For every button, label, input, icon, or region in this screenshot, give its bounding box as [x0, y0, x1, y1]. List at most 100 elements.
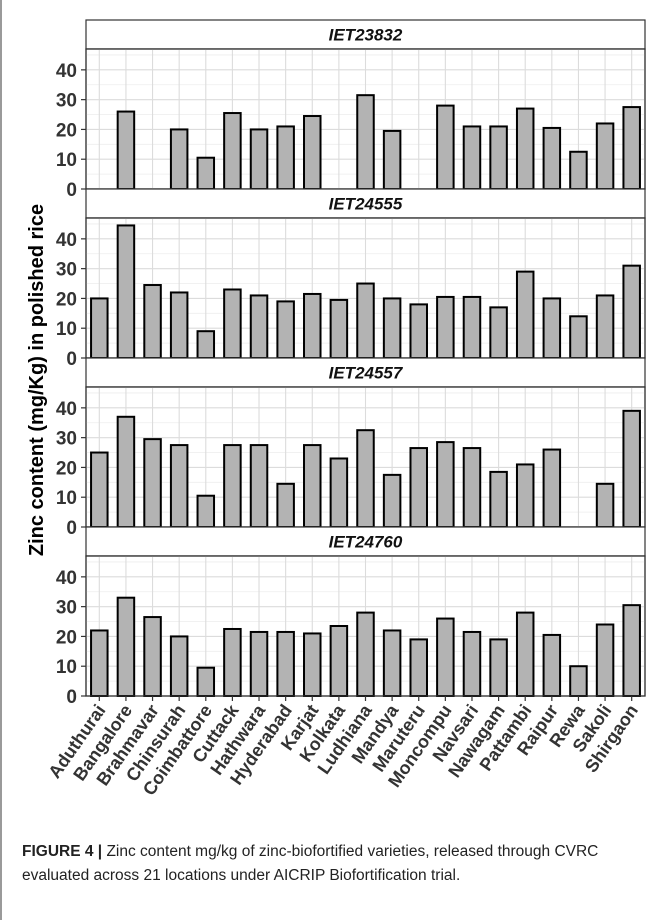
y-tick-label: 30	[56, 429, 77, 450]
y-tick-label: 40	[56, 230, 77, 251]
bar-chinsurah	[169, 128, 189, 191]
y-tick-label: 20	[56, 627, 77, 648]
bar-hyderabad	[276, 482, 295, 528]
bar-chinsurah	[169, 635, 189, 698]
bar-karjat	[303, 115, 322, 190]
y-tick-label: 40	[56, 61, 77, 82]
bar-rewa	[569, 665, 588, 698]
bar-raipur	[542, 297, 562, 360]
bar-sakoli	[595, 482, 615, 528]
bar-brahmavar	[143, 284, 162, 359]
bar-mandya	[382, 297, 402, 360]
caption-label: FIGURE 4 |	[22, 843, 103, 860]
bar-karjat	[303, 292, 322, 360]
bar-pattambi	[515, 611, 535, 698]
bar-maruteru	[409, 303, 428, 359]
bar-moncompu	[436, 617, 455, 697]
y-tick-label: 30	[56, 598, 77, 619]
panel-iet24555: IET24555 0 10 20 30 40	[56, 188, 646, 370]
bar-navsari	[462, 447, 482, 529]
y-tick-label: 10	[56, 657, 77, 678]
bar-kolkata	[329, 625, 349, 697]
bar-aduthurai	[90, 451, 109, 529]
bar-raipur	[542, 633, 562, 697]
panel-iet24557: IET24557 0 10 20 30 40	[56, 357, 646, 539]
bar-ludhiana	[356, 94, 375, 190]
bar-maruteru	[409, 638, 428, 697]
y-tick-label: 30	[56, 91, 77, 112]
bar-bangalore	[116, 415, 136, 528]
bar-rewa	[569, 315, 588, 360]
bar-moncompu	[436, 104, 455, 190]
bar-navsari	[462, 295, 482, 359]
bar-karjat	[303, 632, 322, 698]
bar-rewa	[569, 150, 588, 191]
bar-navsari	[462, 630, 482, 698]
bar-kolkata	[329, 298, 349, 359]
bar-raipur	[542, 126, 562, 191]
bar-hathwara	[249, 294, 269, 359]
bar-hyderabad	[276, 630, 295, 698]
bar-cuttack	[223, 444, 242, 529]
bar-brahmavar	[143, 438, 162, 528]
bar-hyderabad	[276, 125, 295, 190]
bar-aduthurai	[90, 297, 109, 360]
panel-iet23832: IET23832 0 10 20 30 40	[56, 19, 646, 201]
bar-brahmavar	[143, 616, 162, 698]
bar-coimbattore	[196, 330, 216, 360]
y-tick-label: 40	[56, 399, 77, 420]
faceted-bar-chart: IET23832010203040IET24555010203040IET245…	[26, 19, 646, 799]
y-tick-label: 10	[56, 488, 77, 509]
y-tick-label: 30	[56, 260, 77, 281]
facet-title: IET24760	[329, 533, 403, 552]
bar-bangalore	[116, 596, 136, 698]
bar-karjat	[303, 444, 322, 529]
bar-navsari	[462, 125, 482, 190]
caption-text: Zinc content mg/kg of zinc-biofortified …	[22, 843, 599, 884]
bar-ludhiana	[356, 282, 375, 360]
panels-layer: IET23832010203040IET24555010203040IET245…	[56, 19, 646, 708]
bar-mandya	[382, 129, 402, 190]
y-tick-label: 10	[56, 319, 77, 340]
bar-nawagam	[489, 470, 508, 528]
bar-nawagam	[489, 638, 508, 697]
bar-cuttack	[223, 112, 242, 190]
bar-maruteru	[409, 447, 428, 529]
bar-hathwara	[249, 630, 269, 698]
bar-moncompu	[436, 441, 455, 528]
bar-sakoli	[595, 294, 615, 359]
bar-pattambi	[515, 270, 535, 360]
y-tick-label: 20	[56, 120, 77, 141]
y-tick-label: 0	[66, 518, 77, 539]
bar-chinsurah	[169, 291, 189, 359]
bar-mandya	[382, 629, 402, 697]
y-tick-label: 0	[66, 180, 77, 201]
bar-shirgaon	[622, 604, 641, 697]
facet-title: IET24557	[329, 364, 404, 383]
y-tick-label: 20	[56, 289, 77, 310]
bar-pattambi	[515, 107, 535, 190]
bar-hathwara	[249, 444, 269, 529]
bar-kolkata	[329, 457, 349, 528]
panel-iet24760: IET24760 0 10 20 30 40	[56, 526, 646, 708]
bar-coimbattore	[196, 666, 216, 698]
y-tick-label: 40	[56, 568, 77, 589]
bar-coimbattore	[196, 156, 216, 190]
bar-nawagam	[489, 306, 508, 359]
y-tick-label: 20	[56, 458, 77, 479]
bar-hathwara	[249, 128, 269, 191]
bar-moncompu	[436, 295, 455, 359]
bar-mandya	[382, 473, 402, 529]
bar-pattambi	[515, 463, 535, 528]
bar-nawagam	[489, 125, 508, 190]
bar-sakoli	[595, 623, 615, 697]
bar-chinsurah	[169, 444, 189, 529]
facet-strip	[85, 357, 646, 388]
bar-shirgaon	[622, 106, 641, 190]
y-axis-title: Zinc content (mg/Kg) in polished rice	[26, 204, 48, 556]
bar-sakoli	[595, 122, 615, 190]
bar-bangalore	[116, 110, 136, 190]
bar-cuttack	[223, 627, 242, 697]
facet-title: IET23832	[329, 26, 403, 45]
